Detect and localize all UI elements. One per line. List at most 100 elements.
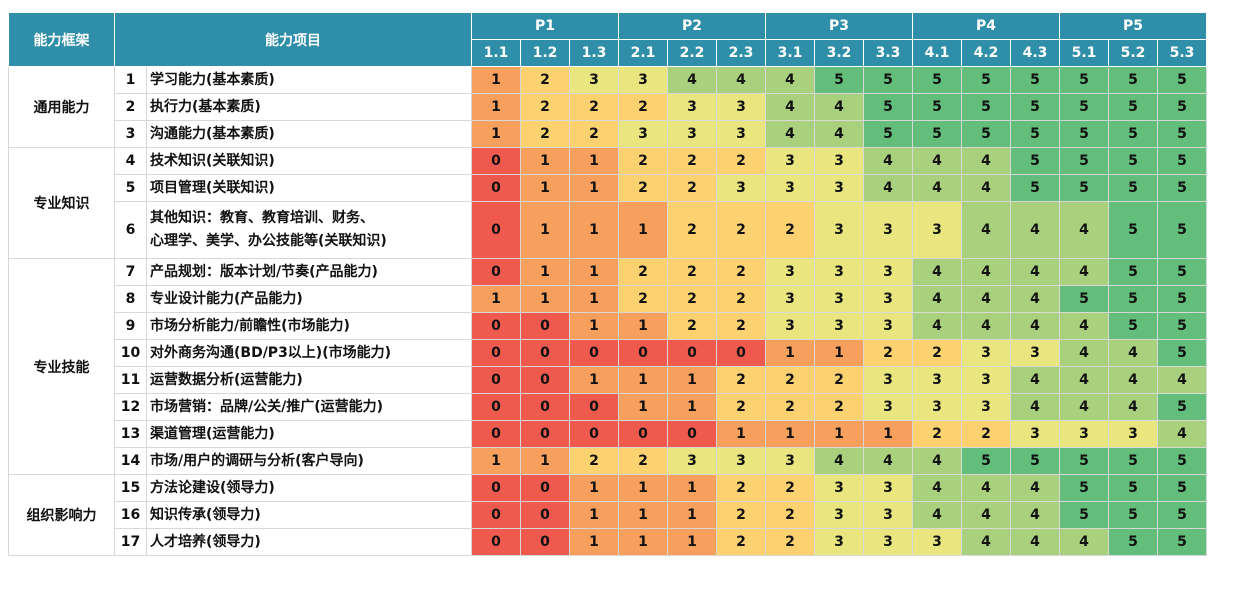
row-number: 3 — [114, 120, 147, 148]
level-header: P3 — [765, 12, 913, 40]
heatmap-cell: 4 — [912, 501, 962, 529]
sublevel-header: 1.3 — [569, 39, 619, 67]
heatmap-cell: 2 — [716, 501, 766, 529]
heatmap-cell: 5 — [1157, 339, 1207, 367]
heatmap-cell: 5 — [912, 93, 962, 121]
heatmap-cell: 4 — [863, 447, 913, 475]
heatmap-cell: 1 — [520, 201, 570, 259]
heatmap-cell: 3 — [716, 447, 766, 475]
sublevel-header: 1.2 — [520, 39, 570, 67]
group-label: 专业技能 — [8, 258, 115, 475]
heatmap-cell: 2 — [667, 258, 717, 286]
heatmap-cell: 3 — [912, 201, 962, 259]
heatmap-cell: 5 — [1059, 501, 1109, 529]
heatmap-cell: 1 — [471, 447, 521, 475]
heatmap-cell: 0 — [520, 366, 570, 394]
heatmap-cell: 5 — [1108, 312, 1158, 340]
table-row: 8 专业设计能力(产品能力) 1 1 1 2 2 2 3 3 3 4 4 4 5 5 5 — [9, 285, 1207, 313]
heatmap-cell: 2 — [618, 147, 668, 175]
table-row: 10 对外商务沟通(BD/P3以上)(市场能力) 0 0 0 0 0 0 1 1 2 2 3 3 4 4 5 — [9, 339, 1207, 367]
heatmap-cell: 4 — [1010, 366, 1060, 394]
heatmap-cell: 3 — [814, 528, 864, 556]
competency-table: 能力框架 能力项目 P1 P2 P3 P4 P5 1.1 1.2 1.3 2.1 2.2 2.3 3… — [8, 12, 1207, 556]
heatmap-cell: 1 — [667, 366, 717, 394]
heatmap-cell: 5 — [814, 66, 864, 94]
heatmap-cell: 5 — [1157, 93, 1207, 121]
heatmap-cell: 0 — [471, 174, 521, 202]
heatmap-cell: 5 — [1108, 66, 1158, 94]
heatmap-cell: 2 — [863, 339, 913, 367]
heatmap-cell: 3 — [716, 174, 766, 202]
heatmap-cell: 5 — [1059, 120, 1109, 148]
heatmap-cell: 3 — [667, 447, 717, 475]
heatmap-cell: 3 — [1059, 420, 1109, 448]
heatmap-cell: 2 — [618, 447, 668, 475]
table-row: 11 运营数据分析(运营能力) 0 0 1 1 1 2 2 2 3 3 3 4 4 4 4 — [9, 366, 1207, 394]
heatmap-cell: 5 — [1157, 474, 1207, 502]
heatmap-cell: 0 — [471, 312, 521, 340]
heatmap-cell: 0 — [569, 420, 619, 448]
heatmap-cell: 3 — [863, 501, 913, 529]
heatmap-cell: 4 — [961, 474, 1011, 502]
heatmap-cell: 2 — [765, 501, 815, 529]
heatmap-cell: 4 — [1010, 201, 1060, 259]
heatmap-cell: 2 — [520, 93, 570, 121]
heatmap-cell: 4 — [765, 120, 815, 148]
heatmap-cell: 1 — [569, 258, 619, 286]
heatmap-cell: 4 — [1059, 528, 1109, 556]
heatmap-cell: 5 — [912, 120, 962, 148]
level-header: P5 — [1059, 12, 1207, 40]
heatmap-cell: 1 — [471, 93, 521, 121]
heatmap-cell: 1 — [863, 420, 913, 448]
table-row: 2 执行力(基本素质) 1 2 2 2 3 3 4 4 5 5 5 5 5 5 5 — [9, 93, 1207, 121]
heatmap-cell: 4 — [863, 174, 913, 202]
heatmap-cell: 2 — [716, 258, 766, 286]
heatmap-cell: 2 — [716, 285, 766, 313]
sublevel-header: 2.2 — [667, 39, 717, 67]
heatmap-cell: 5 — [1157, 147, 1207, 175]
heatmap-cell: 5 — [863, 120, 913, 148]
heatmap-cell: 3 — [765, 312, 815, 340]
table-row: 专业知识 4 技术知识(关联知识) 0 1 1 2 2 2 3 3 4 4 4 5 5 5 5 — [8, 147, 1207, 259]
row-number: 11 — [114, 366, 147, 394]
heatmap-cell: 4 — [912, 258, 962, 286]
heatmap-cell: 4 — [912, 285, 962, 313]
heatmap-cell: 3 — [912, 366, 962, 394]
heatmap-cell: 5 — [912, 66, 962, 94]
heatmap-cell: 1 — [618, 312, 668, 340]
heatmap-cell: 3 — [716, 93, 766, 121]
heatmap-cell: 5 — [1108, 258, 1158, 286]
row-number: 7 — [114, 258, 147, 286]
row-number: 1 — [114, 66, 147, 94]
heatmap-cell: 4 — [1010, 393, 1060, 421]
heatmap-cell: 1 — [765, 420, 815, 448]
row-label-line: 其他知识：教育、教育培训、财务、 — [150, 210, 374, 226]
heatmap-cell: 3 — [961, 393, 1011, 421]
heatmap-cell: 1 — [618, 501, 668, 529]
heatmap-cell: 4 — [1059, 201, 1109, 259]
heatmap-cell: 4 — [1010, 474, 1060, 502]
heatmap-cell: 5 — [961, 120, 1011, 148]
heatmap-cell: 0 — [520, 393, 570, 421]
heatmap-cell: 2 — [618, 93, 668, 121]
heatmap-cell: 4 — [1010, 285, 1060, 313]
heatmap-cell: 1 — [520, 447, 570, 475]
heatmap-cell: 1 — [569, 474, 619, 502]
table-row: 通用能力 1 学习能力(基本素质) 1 2 3 3 4 4 4 5 5 5 5 5 5 5 5 — [8, 66, 1207, 148]
table-row: 17 人才培养(领导力) 0 0 1 1 1 2 2 3 3 3 4 4 4 5 5 — [9, 528, 1207, 556]
heatmap-cell: 4 — [912, 447, 962, 475]
sublevel-header: 4.1 — [912, 39, 962, 67]
heatmap-cell: 3 — [765, 285, 815, 313]
heatmap-cell: 3 — [1108, 420, 1158, 448]
heatmap-cell: 0 — [569, 393, 619, 421]
heatmap-cell: 3 — [863, 528, 913, 556]
heatmap-cell: 2 — [569, 120, 619, 148]
heatmap-cell: 3 — [863, 285, 913, 313]
heatmap-cell: 3 — [667, 93, 717, 121]
heatmap-cell: 0 — [471, 501, 521, 529]
heatmap-cell: 1 — [569, 201, 619, 259]
heatmap-cell: 1 — [814, 339, 864, 367]
heatmap-cell: 0 — [569, 339, 619, 367]
heatmap-cell: 3 — [716, 120, 766, 148]
row-label: 市场/用户的调研与分析(客户导向) — [146, 447, 472, 475]
